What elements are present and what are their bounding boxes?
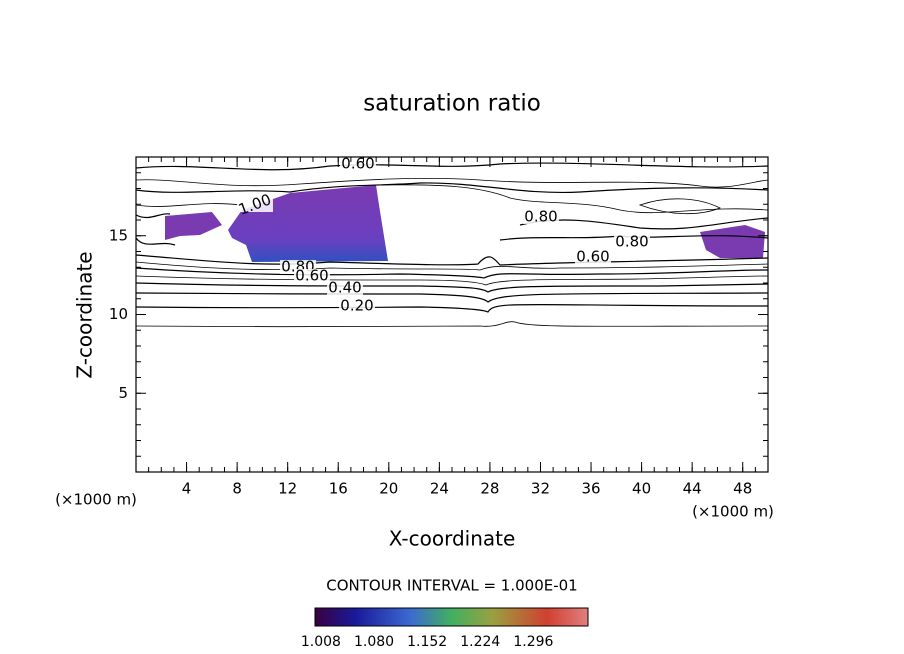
contour-label: 0.60 bbox=[576, 248, 609, 266]
x-tick-label: 8 bbox=[232, 480, 242, 498]
contour-label-bg bbox=[575, 250, 611, 264]
contour-label: 0.60 bbox=[341, 155, 374, 173]
x-tick-label: 16 bbox=[329, 480, 348, 498]
contour-label-bg bbox=[614, 235, 650, 249]
chart-title: saturation ratio bbox=[363, 91, 541, 117]
y-unit: (×1000 m) bbox=[55, 491, 137, 509]
contour-label: 0.40 bbox=[328, 279, 361, 297]
contour-label-bg bbox=[237, 198, 273, 212]
x-tick-label: 48 bbox=[733, 480, 752, 498]
x-tick-label: 44 bbox=[683, 480, 702, 498]
y-tick-label: 15 bbox=[109, 226, 128, 244]
colorbar-tick-label: 1.080 bbox=[354, 634, 394, 650]
colorbar bbox=[314, 607, 589, 627]
contour-label-bg bbox=[340, 157, 376, 171]
x-tick-label: 36 bbox=[581, 480, 600, 498]
x-tick-label: 12 bbox=[278, 480, 297, 498]
x-axis-label: X-coordinate bbox=[389, 527, 516, 551]
contour-label-bg bbox=[294, 269, 330, 283]
x-tick-label: 24 bbox=[430, 480, 449, 498]
colorbar-tick-label: 1.224 bbox=[460, 634, 500, 650]
x-tick-label: 32 bbox=[531, 480, 550, 498]
x-tick-label: 28 bbox=[480, 480, 499, 498]
x-unit: (×1000 m) bbox=[692, 503, 774, 521]
colorbar-tick-label: 1.008 bbox=[301, 634, 341, 650]
colorbar-tick-label: 1.152 bbox=[407, 634, 447, 650]
contour-label: 0.60 bbox=[295, 267, 328, 285]
x-tick-label: 20 bbox=[379, 480, 398, 498]
contour-label-bg bbox=[327, 281, 363, 295]
y-tick-label: 5 bbox=[118, 384, 128, 402]
contour-label: 0.80 bbox=[524, 208, 557, 226]
x-tick-label: 4 bbox=[182, 480, 192, 498]
contour-interval: CONTOUR INTERVAL = 1.000E-01 bbox=[326, 577, 577, 595]
y-axis-label: Z-coordinate bbox=[73, 251, 97, 378]
contour-lines bbox=[135, 162, 769, 328]
contour-label: 0.80 bbox=[615, 233, 648, 251]
x-tick-label: 40 bbox=[632, 480, 651, 498]
contour-label-bg bbox=[339, 299, 375, 313]
colorbar-tick-label: 1.296 bbox=[513, 634, 553, 650]
contour-label-bg bbox=[523, 210, 559, 224]
contour-label: 0.20 bbox=[340, 297, 373, 315]
y-tick-label: 10 bbox=[109, 305, 128, 323]
